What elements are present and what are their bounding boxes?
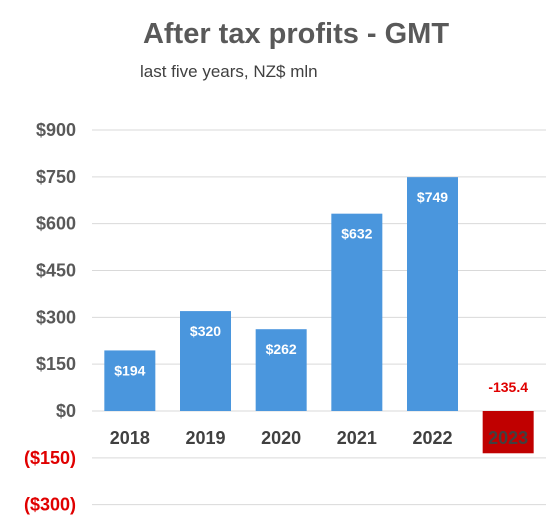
x-tick-label: 2023 xyxy=(488,428,528,448)
bar-2018 xyxy=(104,350,156,411)
bar-2023 xyxy=(482,411,534,454)
y-tick-label: $600 xyxy=(36,214,76,234)
y-axis: $900 $750 $600 $450 $300 $150 $0 ($150) ($300) xyxy=(24,120,76,515)
chart-title: After tax profits - GMT xyxy=(143,18,449,50)
x-tick-label: 2020 xyxy=(261,428,301,448)
data-label: -135.4 xyxy=(488,379,528,395)
x-tick-label: 2021 xyxy=(337,428,377,448)
data-label: $262 xyxy=(266,341,297,357)
bar-2021 xyxy=(331,213,383,411)
y-tick-label: ($150) xyxy=(24,448,76,468)
data-label: $749 xyxy=(417,189,448,205)
y-tick-label: $0 xyxy=(56,401,76,421)
x-tick-label: 2019 xyxy=(185,428,225,448)
y-tick-label: $150 xyxy=(36,354,76,374)
bar-2020 xyxy=(255,329,307,411)
data-labels: $194 $320 $262 $632 $749 -135.4 xyxy=(114,189,528,395)
data-label: $194 xyxy=(114,362,145,378)
y-tick-label: $300 xyxy=(36,307,76,327)
data-label: $632 xyxy=(341,226,372,242)
y-tick-label: ($300) xyxy=(24,495,76,515)
gridlines xyxy=(92,129,546,506)
x-tick-label: 2018 xyxy=(110,428,150,448)
y-tick-label: $900 xyxy=(36,120,76,140)
x-axis: 2018 2019 2020 2021 2022 2023 xyxy=(110,428,528,448)
y-tick-label: $750 xyxy=(36,167,76,187)
bar-2019 xyxy=(180,311,231,411)
data-label: $320 xyxy=(190,323,221,339)
y-tick-label: $450 xyxy=(36,261,76,281)
chart-subtitle: last five years, NZ$ mln xyxy=(140,62,318,81)
x-tick-label: 2022 xyxy=(412,428,452,448)
bars xyxy=(104,177,534,454)
bar-2022 xyxy=(407,177,458,411)
